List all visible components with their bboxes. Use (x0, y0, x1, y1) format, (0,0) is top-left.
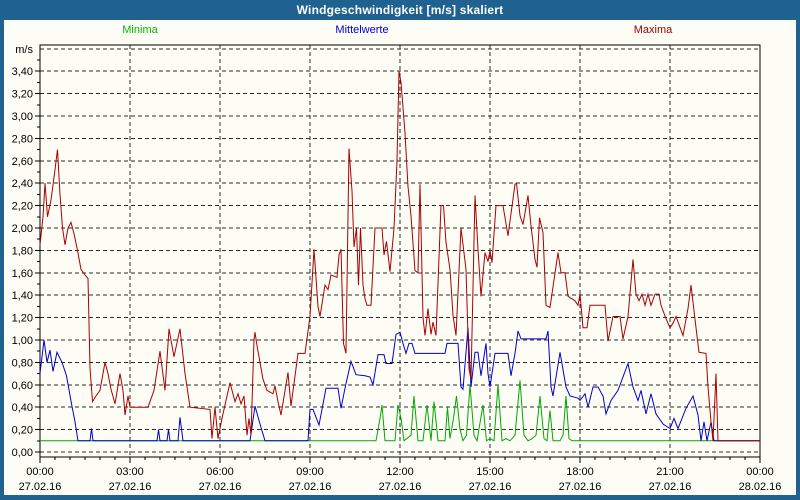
window-title-bar: Windgeschwindigkeit [m/s] skaliert (0, 0, 800, 20)
y-tick-label: 1,60 (12, 268, 33, 280)
x-tick-date-label: 28.02.16 (739, 481, 782, 493)
x-tick-time-label: 21:00 (656, 466, 684, 478)
y-tick-label: 0,00 (12, 447, 33, 459)
y-tick-label: 3,40 (12, 66, 33, 78)
x-tick-date-label: 27.02.16 (289, 481, 332, 493)
x-tick-time-label: 03:00 (116, 466, 144, 478)
y-tick-label: 2,20 (12, 201, 33, 213)
x-tick-date-label: 27.02.16 (469, 481, 512, 493)
y-tick-label: 1,40 (12, 290, 33, 302)
y-tick-label: 1,80 (12, 245, 33, 257)
x-tick-date-label: 27.02.16 (199, 481, 242, 493)
y-tick-label: 2,00 (12, 223, 33, 235)
x-tick-date-label: 27.02.16 (559, 481, 602, 493)
y-tick-label: 1,20 (12, 313, 33, 325)
y-tick-label: 0,60 (12, 380, 33, 392)
legend-item-maxima: Maxima (633, 24, 673, 36)
legend-item-mittelwerte: Mittelwerte (335, 24, 389, 36)
window-border-left (0, 20, 4, 500)
y-tick-label: 2,40 (12, 178, 33, 190)
y-tick-label: 1,00 (12, 335, 33, 347)
y-tick-label: 2,80 (12, 133, 33, 145)
x-tick-time-label: 06:00 (206, 466, 234, 478)
y-tick-label: 3,00 (12, 111, 33, 123)
x-tick-time-label: 12:00 (386, 466, 414, 478)
y-tick-label: 0,80 (12, 357, 33, 369)
window-title: Windgeschwindigkeit [m/s] skaliert (296, 3, 504, 17)
series-line-mittelwerte (39, 327, 760, 442)
series-line-maxima (39, 71, 760, 442)
x-tick-time-label: 15:00 (476, 466, 504, 478)
x-tick-date-label: 27.02.16 (19, 481, 62, 493)
legend-item-minima: Minima (122, 24, 158, 36)
y-tick-label: 2,60 (12, 156, 33, 168)
x-tick-date-label: 27.02.16 (649, 481, 692, 493)
x-tick-date-label: 27.02.16 (379, 481, 422, 493)
x-tick-time-label: 09:00 (296, 466, 324, 478)
x-tick-date-label: 27.02.16 (109, 481, 152, 493)
x-tick-time-label: 00:00 (26, 466, 54, 478)
x-tick-time-label: 18:00 (566, 466, 594, 478)
series-line-minima (40, 380, 760, 443)
window-border-right (796, 20, 800, 500)
window-border-bottom (0, 495, 800, 500)
y-axis-unit-label: m/s (15, 44, 33, 56)
y-tick-label: 3,20 (12, 89, 33, 101)
y-tick-label: 0,20 (12, 425, 33, 437)
y-tick-label: 0,40 (12, 402, 33, 414)
x-tick-time-label: 00:00 (746, 466, 774, 478)
